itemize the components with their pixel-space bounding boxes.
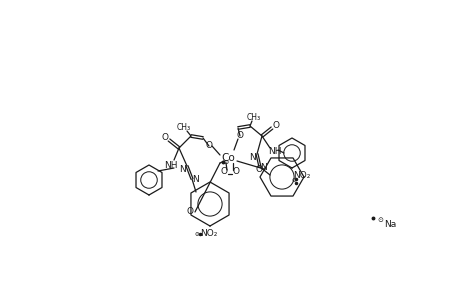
Text: O: O [255, 164, 262, 173]
Text: O: O [272, 121, 279, 130]
Text: ⊖: ⊖ [223, 160, 228, 166]
Text: O: O [161, 133, 168, 142]
Text: Co: Co [221, 153, 235, 163]
Text: ●: ● [199, 233, 202, 237]
Text: N: N [179, 164, 186, 173]
Text: O: O [236, 131, 243, 140]
Text: O: O [220, 167, 227, 176]
Text: NO₂: NO₂ [200, 230, 217, 238]
Text: N: N [260, 163, 267, 172]
Text: CH₃: CH₃ [177, 124, 190, 133]
Text: O: O [205, 142, 212, 151]
Text: Na: Na [383, 220, 395, 230]
Text: NH: NH [164, 160, 177, 169]
Text: NO₂: NO₂ [293, 170, 310, 179]
Text: NH: NH [268, 146, 281, 155]
Text: O: O [232, 167, 239, 176]
Text: ⊖: ⊖ [194, 232, 199, 238]
Text: CH₃: CH₃ [246, 113, 261, 122]
Text: N: N [249, 152, 256, 161]
Text: O: O [186, 208, 193, 217]
Text: ⊖: ⊖ [291, 178, 296, 184]
Text: ⊙: ⊙ [376, 217, 382, 223]
Text: N: N [192, 175, 199, 184]
